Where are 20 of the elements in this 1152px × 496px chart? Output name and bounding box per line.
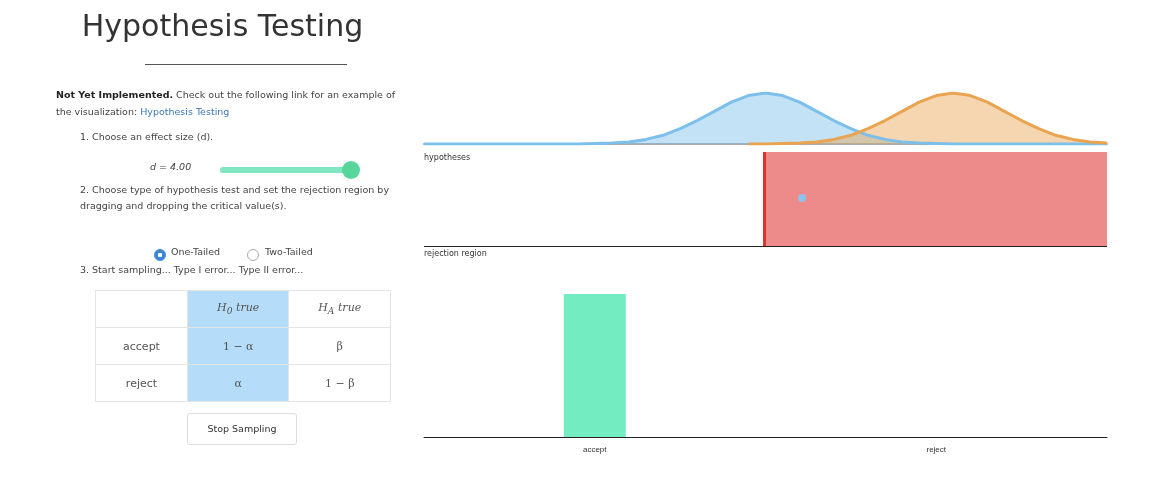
- text: Not Yet Implemented.: [56, 89, 174, 100]
- text: reject: [95, 364, 188, 402]
- text: d = 4.00: [150, 161, 192, 172]
- text: Stop Sampling: [187, 413, 297, 445]
- text: 3. Start sampling... Type I error... Type II error...: [80, 264, 304, 275]
- text: hypotheses: [424, 153, 471, 162]
- text: One-Tailed: [171, 246, 221, 257]
- text: 1 − α: [187, 327, 289, 365]
- text: Two-Tailed: [265, 246, 313, 257]
- text: accept: [95, 327, 188, 365]
- text: α: [187, 364, 289, 402]
- text: 2. Choose type of hypothesis test and set the rejection region by dragging and dropping the critical value(s).: [80, 183, 389, 213]
- text: Hypothesis Testing: [80, 8, 365, 43]
- text: Hypothesis Testing: [140, 106, 230, 117]
- text: 1 − β: [288, 364, 391, 402]
- text: H$_{0}$ true: [187, 290, 289, 328]
- text: rejection region: [424, 249, 487, 258]
- text: 1. Choose an effect size (d).: [80, 131, 214, 142]
- text: β: [288, 327, 391, 365]
- text: H$_{A}$ true: [288, 290, 391, 328]
